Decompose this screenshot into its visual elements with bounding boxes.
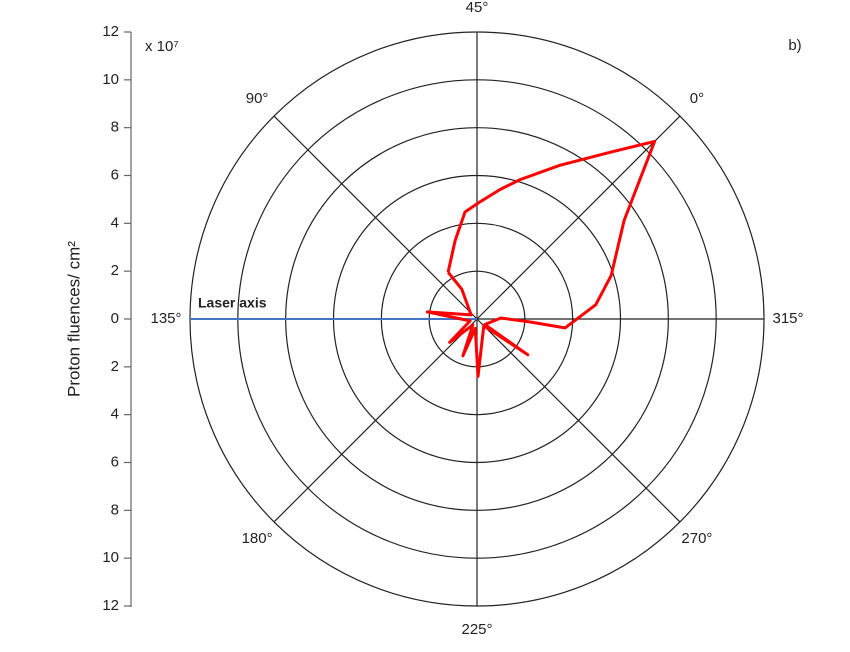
spoke xyxy=(476,115,681,320)
r-tick-label: 12 xyxy=(102,597,119,614)
angle-label: 270° xyxy=(681,530,712,547)
angle-label: 0° xyxy=(690,90,704,107)
r-tick-label: 6 xyxy=(111,166,119,183)
r-tick-label: 4 xyxy=(111,214,119,231)
panel-label: b) xyxy=(788,37,801,54)
spoke xyxy=(273,318,478,523)
angle-label: 315° xyxy=(772,310,803,327)
annotation: Laser axis xyxy=(198,295,267,311)
r-tick-label: 0 xyxy=(111,310,119,327)
angle-label: 90° xyxy=(246,90,269,107)
r-tick-label: 8 xyxy=(111,501,119,518)
polar-line xyxy=(425,139,657,378)
angle-label: 180° xyxy=(242,530,273,547)
r-tick-label: 10 xyxy=(102,71,119,88)
axis-multiplier: x 10⁷ xyxy=(145,38,179,55)
angle-label: 45° xyxy=(466,0,489,16)
angle-label: 135° xyxy=(150,310,181,327)
r-tick-label: 12 xyxy=(102,23,119,40)
angle-label: 225° xyxy=(461,621,492,638)
r-tick-label: 10 xyxy=(102,549,119,566)
r-tick-label: 6 xyxy=(111,453,119,470)
spoke xyxy=(273,115,478,320)
r-tick-label: 2 xyxy=(111,358,119,375)
r-tick-label: 2 xyxy=(111,262,119,279)
r-tick-label: 8 xyxy=(111,119,119,136)
r-tick-label: 4 xyxy=(111,406,119,423)
spoke xyxy=(476,318,681,523)
y-axis-label: Proton fluences/ cm² xyxy=(64,241,83,397)
